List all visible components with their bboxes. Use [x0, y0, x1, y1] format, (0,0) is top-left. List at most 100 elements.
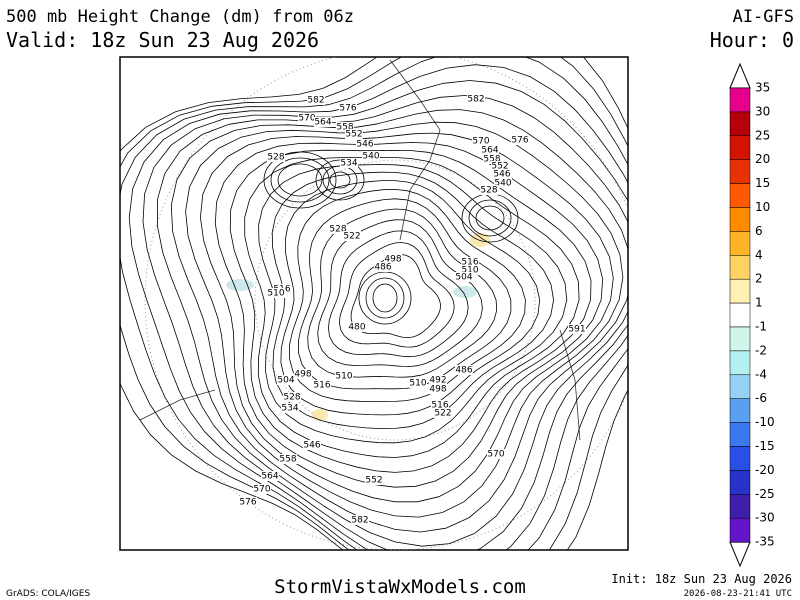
model-name: AI-GFS: [733, 7, 794, 27]
height-contour: [317, 219, 483, 367]
contour-label-bg: [314, 117, 332, 127]
contour-label-bg: [455, 272, 473, 282]
colorbar-label: -4: [755, 367, 767, 381]
height-contour: [258, 164, 568, 444]
contour-label: 492: [429, 376, 446, 386]
contour-label-bg: [487, 449, 505, 459]
colorbar-label: 20: [755, 152, 770, 166]
contour-label: 570: [298, 114, 315, 124]
contour-label-bg: [461, 265, 479, 275]
contour-label: 516: [461, 258, 478, 268]
contour-label-bg: [339, 103, 357, 113]
contour-label-bg: [362, 151, 380, 161]
height-contour: [280, 180, 541, 416]
grads-credit: GrADS: COLA/IGES: [6, 589, 90, 599]
height-contour: [170, 109, 628, 533]
colorbar-label: -25: [755, 487, 775, 501]
height-contour: [120, 57, 628, 550]
contour-label-bg: [336, 122, 354, 132]
contour-label-bg: [493, 169, 511, 179]
colorbar-label: -1: [755, 320, 767, 334]
contour-label-bg: [467, 94, 485, 104]
contour-label-bg: [267, 152, 285, 162]
colorbar-label: -10: [755, 415, 775, 429]
contour-label: 546: [493, 170, 510, 180]
contour-label-bg: [472, 136, 490, 146]
contour-label-bg: [307, 95, 325, 105]
contour-label-bg: [313, 380, 331, 390]
valid-time: Valid: 18z Sun 23 Aug 2026: [6, 28, 319, 52]
title: 500 mb Height Change (dm) from 06z: [6, 7, 354, 27]
contour-label-bg: [303, 440, 321, 450]
contour-label-bg: [511, 135, 529, 145]
colorbar-label: 15: [755, 176, 770, 190]
height-contour: [270, 157, 330, 203]
colorbar-label: -6: [755, 391, 767, 405]
contour-label-bg: [267, 288, 285, 298]
height-contour: [350, 254, 441, 339]
height-contour: [372, 283, 398, 313]
contour-label: 576: [339, 104, 356, 114]
colorbar-segment: [729, 422, 751, 447]
contour-label: 480: [348, 323, 365, 333]
contour-label: 540: [362, 152, 379, 162]
change-shading: [226, 279, 254, 291]
colorbar-segment: [729, 374, 751, 399]
colorbar-label: 25: [755, 128, 770, 142]
colorbar-label: -30: [755, 511, 775, 525]
contour-label-bg: [409, 378, 427, 388]
contour-label: 582: [351, 516, 368, 526]
contour-label: 516: [313, 381, 330, 391]
height-contour: [244, 157, 580, 458]
contour-label: 498: [384, 255, 401, 265]
contour-label: 504: [455, 273, 472, 283]
contour-label-bg: [277, 375, 295, 385]
contour-label: 504: [277, 376, 294, 386]
contour-label-bg: [294, 369, 312, 379]
contour-label-bg: [281, 403, 299, 413]
colorbar-arrow: [729, 62, 751, 89]
contour-label: 516: [431, 401, 448, 411]
forecast-hour: Hour: 0: [710, 28, 794, 52]
contour-label: 564: [314, 118, 331, 128]
contour-label: 534: [340, 159, 357, 169]
contour-label: 522: [434, 409, 451, 419]
height-contour: [128, 64, 628, 550]
colorbar-segment: [729, 470, 751, 495]
contour-label-bg: [351, 515, 369, 525]
contour-label-bg: [298, 113, 316, 123]
colorbar-label: 10: [755, 200, 770, 214]
contour-label: 558: [483, 155, 500, 165]
colorbar-segment: [729, 111, 751, 137]
colorbar-segment: [729, 87, 751, 113]
contour-label-bg: [480, 185, 498, 195]
site-name: StormVistaWxModels.com: [274, 576, 526, 598]
height-contour: [229, 149, 592, 473]
contour-label-bg: [384, 254, 402, 264]
colorbar-segment: [729, 231, 751, 256]
contour-label: 534: [281, 404, 298, 414]
height-contour: [271, 171, 555, 430]
height-contour: [339, 242, 455, 348]
contour-label: 486: [374, 263, 391, 273]
colorbar-segment: [729, 159, 751, 184]
contour-label: 591: [568, 325, 585, 335]
contour-label: 558: [336, 123, 353, 133]
colorbar-label: 35: [755, 81, 770, 95]
contour-label: 546: [356, 140, 373, 150]
colorbar-label: 1: [755, 296, 763, 310]
contour-label: 528: [480, 186, 497, 196]
contour-label: 510: [335, 372, 352, 382]
height-contour: [475, 205, 505, 231]
contour-label-bg: [491, 161, 509, 171]
contour-label: 552: [491, 162, 508, 172]
change-shading: [470, 233, 490, 247]
contour-label-bg: [356, 139, 374, 149]
height-contour: [263, 151, 337, 209]
colorbar-segment: [729, 183, 751, 208]
contour-label: 552: [365, 476, 382, 486]
colorbar-label: -20: [755, 463, 775, 477]
contour-label-bg: [343, 231, 361, 241]
